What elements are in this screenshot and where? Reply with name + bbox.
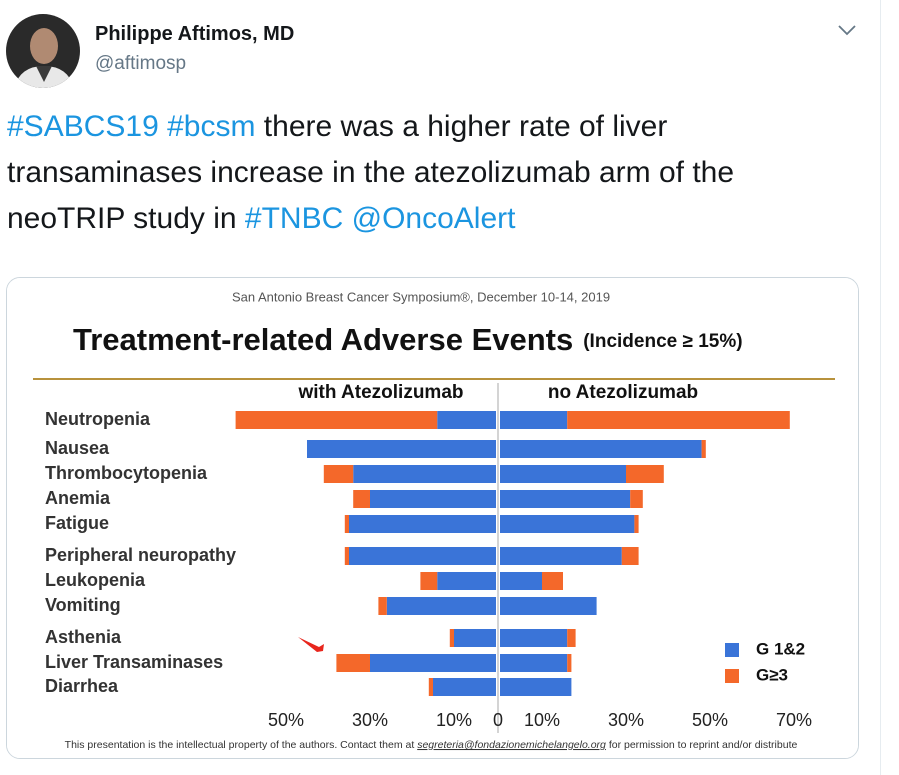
- bar-segment: [370, 490, 496, 508]
- category-label: Peripheral neuropathy: [45, 545, 236, 565]
- column-border: [880, 0, 881, 775]
- legend-swatch: [725, 643, 739, 657]
- bar-segment: [428, 678, 433, 696]
- tweet-link[interactable]: @OncoAlert: [351, 202, 516, 235]
- bar-segment: [500, 597, 597, 615]
- menu-chevron[interactable]: [836, 22, 858, 38]
- tweet-link[interactable]: #bcsm: [167, 110, 256, 143]
- bar-segment: [353, 465, 496, 483]
- bar-segment: [420, 572, 438, 590]
- chart-subtitle: San Antonio Breast Cancer Symposium®, De…: [232, 289, 610, 304]
- bar-segment: [349, 515, 496, 533]
- x-tick-label: 50%: [268, 710, 304, 730]
- tweet-text-segment: there was a higher rate of liver transam…: [7, 110, 735, 235]
- bar-segment: [567, 654, 572, 672]
- category-label: Vomiting: [45, 595, 121, 615]
- bar-segment: [500, 490, 631, 508]
- footer-email: segreteria@fondazionemichelangelo.org: [417, 739, 606, 751]
- bar-segment: [626, 465, 664, 483]
- panel-label: with Atezolizumab: [297, 382, 463, 403]
- avatar[interactable]: [6, 14, 80, 88]
- category-label: Leukopenia: [45, 570, 146, 590]
- bar-segment: [344, 515, 349, 533]
- bar-segment: [567, 629, 576, 647]
- bar-segment: [500, 678, 572, 696]
- x-tick-label: 50%: [692, 710, 728, 730]
- pointer-arrow: [298, 637, 324, 652]
- bar-segment: [344, 547, 349, 565]
- tweet-link[interactable]: #TNBC: [244, 202, 344, 235]
- tweet-text-segment: [159, 110, 167, 143]
- bar-segment: [437, 411, 496, 429]
- bar-segment: [500, 411, 568, 429]
- legend-label: G≥3: [756, 665, 788, 684]
- bar-segment: [500, 654, 568, 672]
- x-tick-label: 10%: [524, 710, 560, 730]
- bar-segment: [500, 465, 626, 483]
- bar-segment: [433, 678, 496, 696]
- chart-title: Treatment-related Adverse Events (Inciden…: [73, 322, 743, 357]
- legend-swatch: [725, 669, 739, 683]
- bar-segment: [567, 411, 790, 429]
- bar-segment: [500, 572, 542, 590]
- footer-text: This presentation is the intellectual pr…: [65, 739, 418, 751]
- bar-segment: [500, 515, 635, 533]
- bar-segment: [500, 440, 702, 458]
- x-tick-label: 10%: [436, 710, 472, 730]
- bar-segment: [701, 440, 706, 458]
- bar-segment: [630, 490, 643, 508]
- bar-segment: [336, 654, 370, 672]
- category-label: Thrombocytopenia: [45, 463, 208, 483]
- bar-segment: [378, 597, 387, 615]
- x-tick-label: 30%: [608, 710, 644, 730]
- bar-segment: [307, 440, 496, 458]
- category-label: Anemia: [45, 488, 111, 508]
- tweet-text-segment: [343, 202, 351, 235]
- bar-segment: [386, 597, 496, 615]
- panel-label: no Atezolizumab: [548, 382, 698, 403]
- tweet-text: #SABCS19 #bcsm there was a higher rate o…: [7, 104, 852, 242]
- footer-note: This presentation is the intellectual pr…: [65, 739, 798, 751]
- author-handle[interactable]: @aftimosp: [95, 53, 187, 74]
- category-label: Fatigue: [45, 513, 109, 533]
- bar-segment: [437, 572, 496, 590]
- title-note: (Incidence ≥ 15%): [583, 331, 742, 352]
- bar-segment: [542, 572, 563, 590]
- chart: San Antonio Breast Cancer Symposium®, De…: [7, 278, 858, 758]
- category-label: Liver Transaminases: [45, 652, 223, 672]
- bar-segment: [235, 411, 438, 429]
- x-tick-label: 30%: [352, 710, 388, 730]
- tweet-link[interactable]: #SABCS19: [7, 110, 159, 143]
- category-label: Diarrhea: [45, 676, 119, 696]
- author-name[interactable]: Philippe Aftimos, MD: [95, 23, 295, 45]
- x-tick-label: 0: [493, 710, 503, 730]
- bar-segment: [634, 515, 639, 533]
- bar-segment: [500, 629, 568, 647]
- x-tick-label: 70%: [776, 710, 812, 730]
- category-label: Neutropenia: [45, 409, 151, 429]
- category-label: Asthenia: [45, 627, 122, 647]
- bar-segment: [370, 654, 496, 672]
- bar-segment: [349, 547, 496, 565]
- bar-segment: [500, 547, 622, 565]
- bar-segment: [449, 629, 454, 647]
- bar-segment: [454, 629, 496, 647]
- legend-label: G 1&2: [756, 639, 805, 658]
- title-main: Treatment-related Adverse Events: [73, 322, 573, 357]
- footer-text: for permission to reprint and/or distrib…: [606, 739, 798, 751]
- media-card[interactable]: San Antonio Breast Cancer Symposium®, De…: [6, 277, 859, 759]
- bar-segment: [621, 547, 639, 565]
- category-label: Nausea: [45, 438, 110, 458]
- bar-segment: [353, 490, 370, 508]
- bar-segment: [323, 465, 354, 483]
